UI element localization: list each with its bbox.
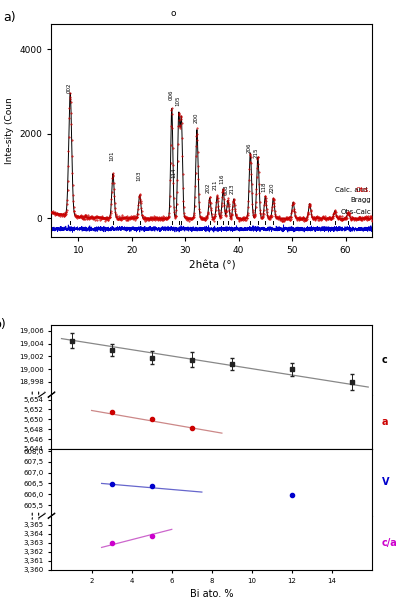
- Text: 211: 211: [213, 180, 218, 190]
- Text: a): a): [4, 11, 16, 24]
- Text: 200: 200: [193, 112, 198, 123]
- Text: 105: 105: [176, 95, 181, 106]
- Text: c/a: c/a: [382, 538, 396, 548]
- X-axis label: 2hêta (°): 2hêta (°): [188, 261, 235, 271]
- Text: o: o: [170, 9, 176, 18]
- Text: 116: 116: [219, 173, 224, 184]
- Text: 215: 215: [254, 147, 259, 158]
- Text: c: c: [382, 355, 388, 365]
- Text: 202: 202: [206, 182, 211, 193]
- Text: a: a: [382, 417, 388, 427]
- Text: 114: 114: [171, 167, 176, 178]
- Text: 213: 213: [230, 184, 235, 194]
- Text: Bragg: Bragg: [350, 197, 371, 203]
- Y-axis label: Inte­sity (Coun: Inte­sity (Coun: [5, 97, 14, 164]
- Text: 101: 101: [109, 151, 114, 161]
- Text: 002: 002: [67, 83, 72, 94]
- Text: Calc. and: Calc. and: [335, 187, 369, 193]
- Text: 118: 118: [262, 182, 267, 192]
- Text: 206: 206: [246, 143, 251, 154]
- Text: V: V: [382, 478, 389, 487]
- Text: Obs.: Obs.: [356, 187, 371, 193]
- X-axis label: Bi ato. %: Bi ato. %: [190, 589, 234, 599]
- Text: 006: 006: [168, 89, 173, 100]
- Text: 103: 103: [136, 171, 141, 181]
- Text: 008: 008: [224, 184, 229, 195]
- Text: 220: 220: [270, 183, 275, 193]
- Text: b): b): [0, 317, 6, 331]
- Text: Obs-Calc: Obs-Calc: [341, 209, 371, 215]
